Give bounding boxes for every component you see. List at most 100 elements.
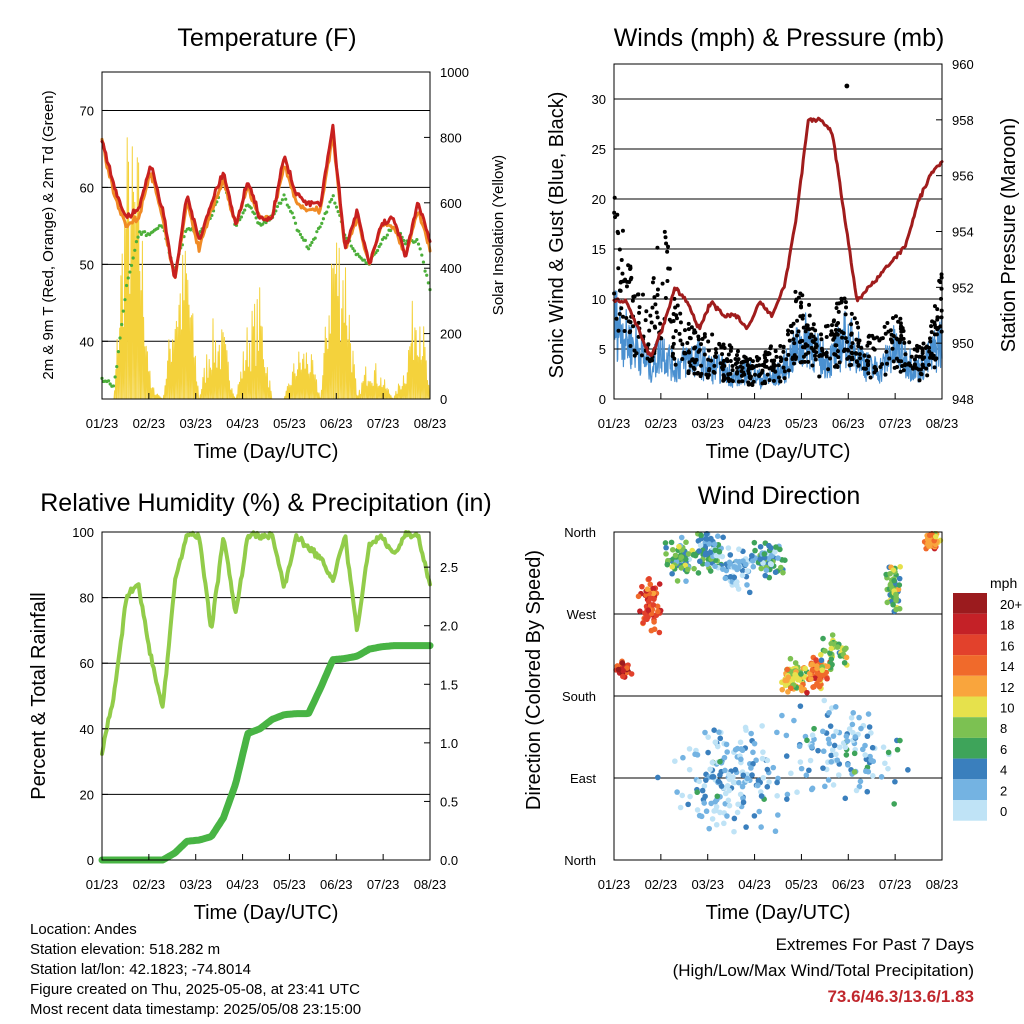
gust-point bbox=[749, 381, 754, 386]
gust-point bbox=[842, 296, 847, 301]
x-tick-label: 05/23 bbox=[273, 416, 306, 431]
gust-point bbox=[663, 295, 668, 300]
direction-point bbox=[704, 561, 711, 567]
gust-point bbox=[799, 359, 804, 364]
gust-point bbox=[665, 249, 670, 254]
dewpoint-point bbox=[425, 273, 429, 277]
direction-point bbox=[756, 808, 763, 815]
gust-point bbox=[929, 351, 934, 356]
gust-point bbox=[730, 368, 735, 373]
gust-point bbox=[765, 372, 770, 377]
gust-point bbox=[852, 316, 857, 321]
direction-point bbox=[717, 809, 723, 816]
gust-point bbox=[687, 335, 692, 340]
gust-point bbox=[854, 351, 859, 356]
gust-point bbox=[774, 354, 779, 359]
direction-point bbox=[775, 812, 781, 818]
gust-point bbox=[866, 334, 871, 339]
gust-point bbox=[834, 306, 839, 311]
direction-point bbox=[620, 673, 626, 680]
dewpoint-point bbox=[331, 194, 335, 198]
gust-point bbox=[885, 361, 890, 366]
gust-point bbox=[864, 358, 869, 363]
direction-point bbox=[833, 728, 839, 735]
direction-point bbox=[702, 793, 708, 800]
gust-point bbox=[628, 266, 633, 271]
direction-point bbox=[699, 787, 706, 794]
gust-point bbox=[685, 340, 690, 345]
gust-point bbox=[889, 339, 894, 344]
dewpoint-point bbox=[139, 232, 143, 237]
gust-point bbox=[872, 365, 877, 370]
x-tick-label: 02/23 bbox=[645, 877, 678, 892]
legend-swatch bbox=[953, 634, 987, 656]
y2-tick-label: 2.0 bbox=[440, 619, 458, 634]
gust-point bbox=[682, 328, 687, 333]
x-tick-label: 05/23 bbox=[273, 877, 306, 892]
direction-point bbox=[650, 602, 657, 608]
gust-point bbox=[870, 333, 875, 338]
legend-swatch bbox=[953, 613, 987, 635]
direction-point bbox=[848, 714, 855, 721]
gust-point bbox=[786, 352, 791, 357]
direction-point bbox=[744, 568, 751, 574]
direction-point bbox=[672, 552, 679, 559]
gust-point bbox=[862, 353, 867, 358]
direction-point bbox=[770, 764, 777, 771]
dewpoint-point bbox=[115, 365, 119, 369]
direction-point bbox=[779, 712, 785, 719]
temp-9m-line bbox=[100, 133, 432, 279]
gust-point bbox=[764, 364, 769, 369]
direction-point bbox=[742, 724, 749, 731]
dewpoint-point bbox=[423, 269, 427, 273]
dewpoint-point bbox=[184, 229, 188, 233]
y-tick-label: 40 bbox=[80, 722, 94, 737]
gust-point bbox=[807, 313, 812, 318]
gust-point bbox=[652, 324, 657, 329]
direction-point bbox=[816, 683, 823, 690]
gust-point bbox=[907, 340, 912, 345]
direction-point bbox=[734, 745, 741, 752]
direction-point bbox=[766, 779, 772, 785]
gust-point bbox=[872, 370, 877, 375]
dewpoint-point bbox=[106, 379, 111, 383]
gust-point bbox=[693, 345, 698, 350]
direction-point bbox=[849, 721, 856, 728]
gust-point bbox=[849, 350, 854, 355]
direction-point bbox=[760, 749, 766, 755]
winds-left-axis-label: Sonic Wind & Gust (Blue, Black) bbox=[546, 92, 568, 379]
x-tick-label: 02/23 bbox=[133, 877, 166, 892]
direction-point bbox=[780, 569, 786, 576]
speed-color-legend: 20+ 18 16 14 12 10 8 6 4 2 0 bbox=[953, 593, 1022, 821]
direction-point bbox=[749, 552, 755, 559]
direction-point bbox=[739, 783, 746, 790]
gust-point bbox=[798, 304, 803, 309]
gust-point bbox=[692, 367, 697, 372]
direction-point bbox=[721, 820, 727, 827]
direction-point bbox=[677, 804, 684, 811]
direction-point bbox=[892, 778, 898, 785]
direction-point bbox=[684, 566, 691, 573]
direction-point bbox=[734, 809, 741, 816]
temperature-right-axis-label: Solar Insolation (Yellow) bbox=[490, 155, 507, 315]
direction-point bbox=[820, 728, 826, 735]
direction-point bbox=[851, 750, 858, 757]
gust-point bbox=[647, 328, 652, 333]
gust-point bbox=[630, 298, 635, 303]
gust-point bbox=[773, 349, 778, 354]
direction-point bbox=[732, 564, 739, 571]
gust-point bbox=[650, 358, 655, 363]
gust-point bbox=[811, 322, 816, 327]
gust-point bbox=[807, 335, 812, 340]
direction-point bbox=[750, 761, 756, 767]
gust-point bbox=[791, 361, 796, 366]
x-tick-label: 06/23 bbox=[832, 877, 865, 892]
direction-point bbox=[734, 582, 740, 589]
recent-timestamp-text: Most recent data timestamp: 2025/05/08 2… bbox=[30, 1001, 362, 1018]
direction-point bbox=[845, 762, 851, 768]
gust-point bbox=[894, 356, 899, 361]
gust-point bbox=[628, 277, 633, 282]
gust-point bbox=[866, 371, 871, 376]
extremes-box: Extremes For Past 7 Days (High/Low/Max W… bbox=[673, 932, 974, 1010]
gust-point bbox=[813, 353, 818, 358]
